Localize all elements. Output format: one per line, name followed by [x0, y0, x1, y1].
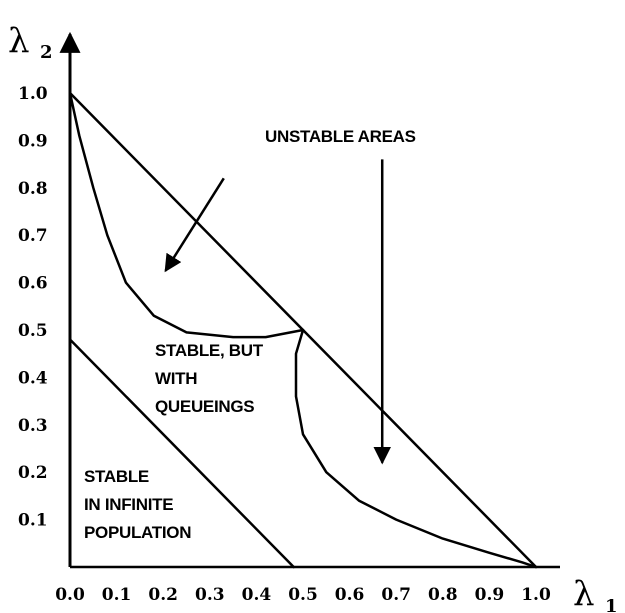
series-stability-boundary-upper	[68, 91, 305, 339]
x-tick-label: 0.9	[475, 585, 505, 605]
x-tick-label: 0.6	[335, 585, 365, 605]
annotation-stable-infinite-line2: IN INFINITE	[84, 495, 173, 514]
annotation-stable-queue-line1: STABLE, BUT	[155, 341, 264, 360]
y-tick-label: 0.9	[18, 131, 48, 151]
series-infinite-population-boundary	[68, 338, 295, 569]
series-layer	[68, 91, 538, 569]
y-tick-label: 0.8	[18, 179, 48, 199]
x-tick-labels: 0.0 0.1 0.2 0.3 0.4 0.5 0.6 0.7 0.8 0.9 1.0	[55, 585, 551, 605]
annotation-stable-queue-line3: QUEUEINGS	[155, 397, 254, 416]
x-tick-label: 0.0	[55, 585, 85, 605]
x-tick-label: 0.4	[242, 585, 272, 605]
x-tick-label: 0.1	[102, 585, 132, 605]
y-tick-label: 0.4	[18, 368, 48, 388]
annotation-stable-queue-line2: WITH	[155, 369, 197, 388]
y-tick-label: 0.5	[18, 321, 48, 341]
x-tick-label: 0.2	[148, 585, 178, 605]
annotation-stable-infinite-line3: POPULATION	[84, 523, 191, 542]
annotation-unstable-areas: UNSTABLE AREAS	[265, 127, 416, 146]
y-axis-label: λ	[8, 21, 30, 61]
y-tick-label: 0.6	[18, 274, 48, 294]
y-tick-label: 0.1	[18, 511, 48, 531]
y-tick-label: 1.0	[18, 84, 48, 104]
y-axis-label-subscript: 2	[40, 42, 53, 63]
x-tick-label: 1.0	[521, 585, 551, 605]
y-tick-labels: 0.1 0.2 0.3 0.4 0.5 0.6 0.7 0.8 0.9 1.0	[18, 84, 48, 531]
annotation-stable-infinite-line1: STABLE	[84, 467, 149, 486]
y-tick-label: 0.7	[18, 226, 48, 246]
x-tick-label: 0.7	[381, 585, 411, 605]
x-tick-label: 0.8	[428, 585, 458, 605]
axes	[59, 31, 560, 569]
x-tick-label: 0.3	[195, 585, 225, 605]
x-axis-label: λ	[573, 574, 595, 613]
series-stability-boundary-lower	[294, 328, 538, 569]
x-axis-label-subscript: 1	[605, 596, 618, 613]
x-tick-label: 0.5	[288, 585, 318, 605]
arrow-layer	[164, 159, 391, 465]
y-tick-label: 0.3	[18, 416, 48, 436]
y-tick-label: 0.2	[18, 463, 48, 483]
arrow-left	[164, 177, 225, 273]
